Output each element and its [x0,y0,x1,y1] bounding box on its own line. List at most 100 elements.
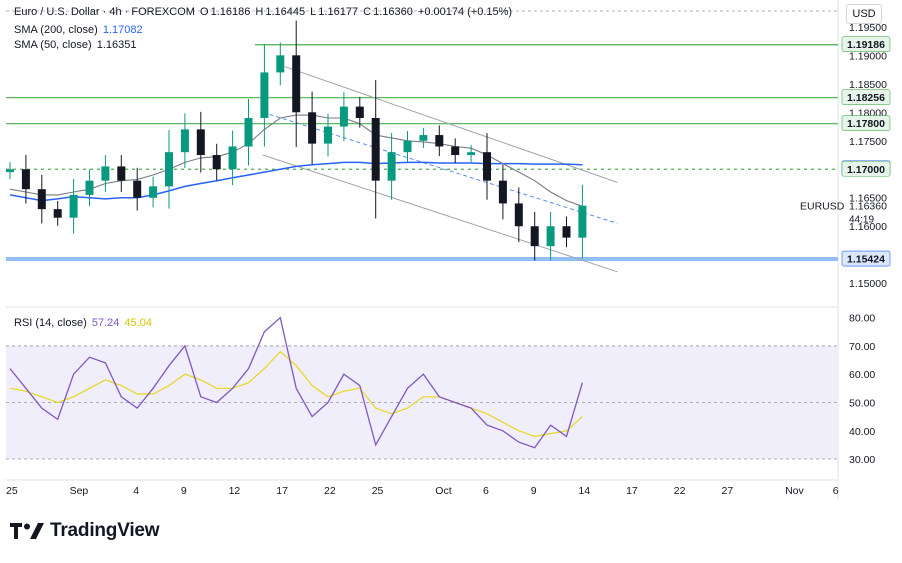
candle-body [451,146,460,156]
price-tick-label: 1.15000 [849,278,887,290]
rsi-value: 57.24 [91,317,120,329]
candle-body [133,180,142,198]
last-symbol-label: EURUSD [800,201,845,213]
sma200-line [9,161,583,202]
low-label: L [310,6,317,18]
candle-body [355,106,364,118]
price-tag-label: 1.15424 [847,254,885,266]
candle-body [435,135,444,147]
rsi-tick-label: 80.00 [849,313,875,325]
symbol-legend[interactable]: Euro / U.S. Dollar · 4h · FOREXCOM O 1.16… [14,6,514,18]
rsi-line [9,316,584,449]
tradingview-logo[interactable]: TradingView [10,520,160,542]
candle-body [196,129,205,156]
sma200-label: SMA (200, close) [14,24,98,36]
time-tick-label: 17 [626,485,638,497]
candle-body [514,203,523,227]
horizontal-levels[interactable] [6,44,838,262]
open-label: O [200,6,209,18]
price-tag[interactable] [841,89,891,106]
candle-body [180,129,189,153]
time-tick-label: 4 [133,485,139,497]
time-tick-label: 22 [324,485,336,497]
candle-body [21,169,30,190]
rsi-pane [6,316,838,460]
sma50-legend[interactable]: SMA (50, close) 1.16351 [14,39,138,51]
rsi-tick-label: 50.00 [849,397,875,409]
candle-body [546,226,555,247]
candle-body [578,205,587,238]
sma200-value: 1.17082 [102,24,143,36]
price-tag[interactable] [841,115,891,131]
candle-body [339,106,348,127]
candle-body [117,166,126,181]
channel-lower[interactable] [262,154,618,273]
rsi-tick-label: 60.00 [849,369,875,381]
price-tag[interactable] [841,250,891,267]
candle-body [292,55,301,113]
time-tick-label: 6 [833,485,839,497]
currency-button[interactable]: USD [846,4,882,24]
high-value: 1.16445 [265,6,306,18]
candle-body [244,117,253,147]
candle-body [165,152,173,187]
price-tag-label: 1.17800 [847,118,885,130]
trend-channel[interactable] [262,66,618,273]
time-tick-label: Sep [70,485,89,497]
candle-body [260,72,269,118]
candle-body [101,166,110,181]
brand-name: TradingView [50,520,160,541]
price-tick-label: 1.19000 [849,50,887,62]
sma50-label: SMA (50, close) [14,39,92,51]
price-tag[interactable] [841,160,891,177]
rsi-tick-label: 40.00 [849,426,875,438]
rsi-label: RSI (14, close) [14,317,87,329]
candle-body [149,186,158,198]
candle-body [276,55,285,73]
channel-mid[interactable] [262,111,618,224]
close-value: 1.16360 [373,6,413,18]
candle-body [228,146,237,170]
rsi-ma-value: 45.04 [124,317,152,329]
symbol-title: Euro / U.S. Dollar · 4h · FOREXCOM [14,6,195,18]
rsi-legend[interactable]: RSI (14, close) 57.24 45.04 [14,317,154,329]
time-tick-label: 9 [181,485,187,497]
candle-body [308,112,317,144]
price-tag[interactable] [841,36,891,53]
candle-body [419,135,428,141]
rsi-tick-label: 30.00 [849,454,875,466]
price-tag-label: 1.19186 [847,39,885,51]
time-tick-label: 22 [674,485,686,497]
sma200-legend[interactable]: SMA (200, close) 1.17082 [14,24,145,36]
candle-body [387,152,396,181]
price-tick-label: 1.16500 [849,193,887,205]
time-tick-label: 17 [276,485,288,497]
high-label: H [255,6,264,18]
price-tick-label: 1.16000 [849,221,887,233]
time-axis[interactable]: 25 Sep 4 9 12 17 22 25 Oct 6 9 14 17 22 27 Nov 6 [6,485,839,497]
candles [6,20,587,261]
candle-body [85,180,94,195]
price-axis[interactable]: 1.195001.190001.185001.180001.175001.165… [800,22,891,466]
candle-body [562,226,571,238]
change-value: +0.00174 (+0.15%) [417,6,513,18]
price-tag-label: 1.17000 [847,164,885,176]
rsi-tick-label: 70.00 [849,341,875,353]
time-tick-label: 27 [722,485,734,497]
candle-body [53,209,62,218]
last-price-label[interactable]: 1.16360 [849,201,887,213]
channel-upper[interactable] [284,66,618,183]
time-tick-label: 9 [531,485,537,497]
time-tick-label: 25 [372,485,384,497]
price-tag-label: 1.18256 [847,92,885,104]
tradingview-logo-icon [10,523,44,539]
candle-body [371,117,380,181]
time-tick-label: 12 [229,485,241,497]
open-value: 1.16186 [210,6,251,18]
candle-body [467,152,476,156]
candle-body [483,152,491,181]
candle-body [212,155,221,170]
time-tick-label: 25 [6,485,18,497]
